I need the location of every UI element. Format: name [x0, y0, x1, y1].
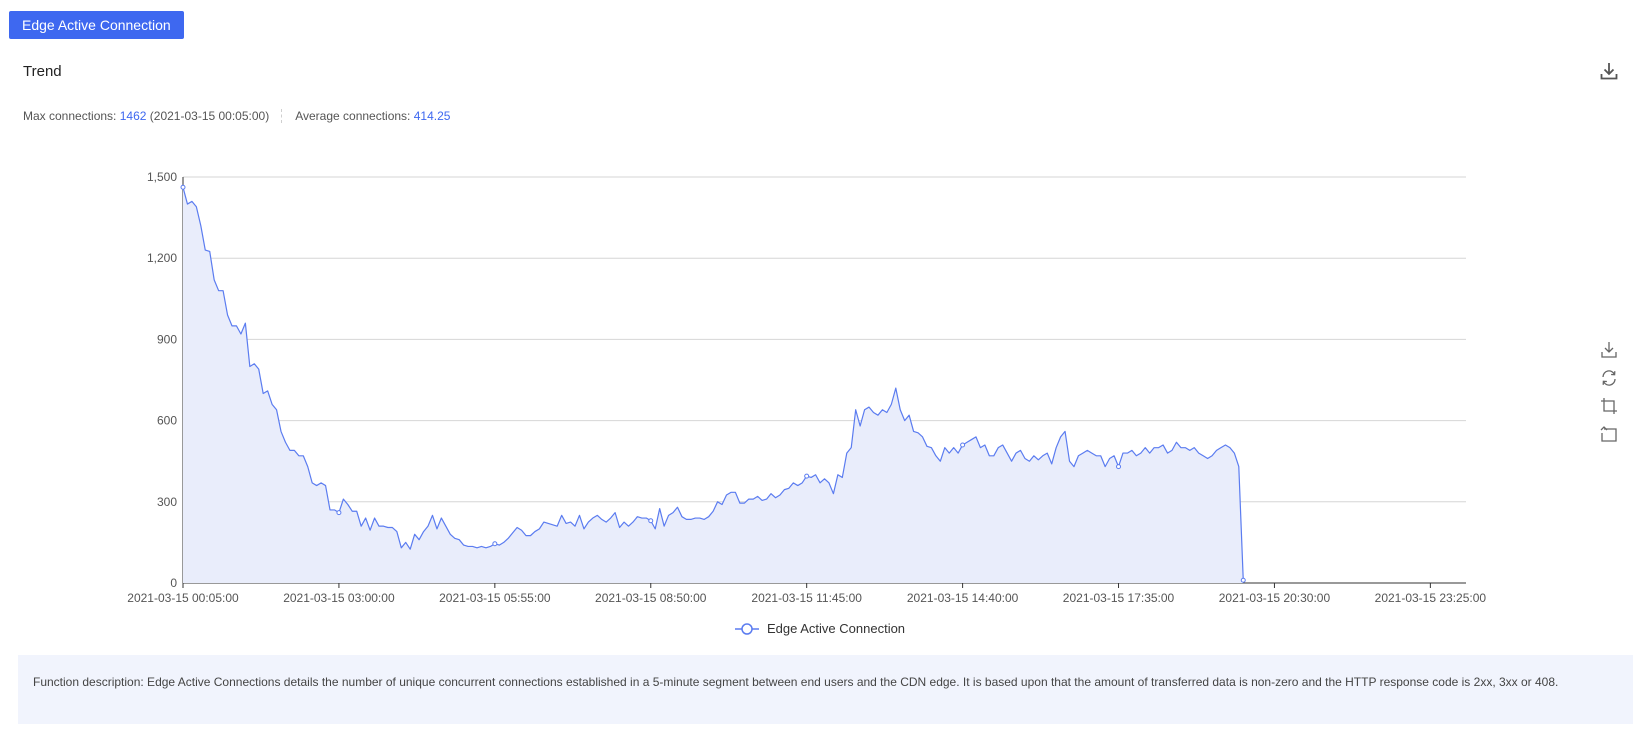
y-tick-label: 600 — [157, 414, 177, 428]
x-tick-label: 2021-03-15 00:05:00 — [127, 591, 239, 605]
x-tick-label: 2021-03-15 03:00:00 — [283, 591, 395, 605]
data-point — [804, 473, 810, 479]
x-tick-label: 2021-03-15 17:35:00 — [1063, 591, 1175, 605]
legend-swatch-marker[interactable] — [741, 623, 753, 635]
y-tick-label: 1,500 — [147, 170, 177, 184]
data-point — [1116, 464, 1122, 470]
x-tick-label: 2021-03-15 11:45:00 — [751, 591, 862, 605]
tab-edge-active-connection[interactable]: Edge Active Connection — [9, 11, 184, 39]
x-tick-label: 2021-03-15 08:50:00 — [595, 591, 707, 605]
download-icon[interactable] — [1599, 61, 1619, 81]
x-tick-label: 2021-03-15 23:25:00 — [1375, 591, 1487, 605]
average-connections-value: 414.25 — [413, 109, 451, 123]
save-image-icon[interactable] — [1600, 341, 1618, 359]
data-point — [492, 541, 498, 547]
max-connections-time: (2021-03-15 00:05:00) — [149, 109, 270, 123]
x-tick-label: 2021-03-15 05:55:00 — [439, 591, 551, 605]
zoom-icon[interactable] — [1600, 397, 1618, 415]
section-title: Trend — [23, 63, 62, 80]
stats-divider — [281, 109, 283, 123]
restore-icon[interactable] — [1600, 369, 1618, 387]
trend-chart: 0 300 600 900 1,200 1,500 2021-03-15 00:05:00 2… — [127, 170, 1487, 636]
chart-toolbox — [1600, 341, 1622, 453]
x-tick-label: 2021-03-15 14:40:00 — [907, 591, 1019, 605]
y-tick-label: 0 — [170, 576, 177, 590]
y-tick-label: 300 — [157, 495, 177, 509]
series-area — [183, 187, 1244, 584]
y-tick-label: 1,200 — [147, 251, 177, 265]
max-connections-label: Max connections: — [23, 109, 117, 123]
data-point — [336, 510, 342, 516]
function-description: Function description: Edge Active Connec… — [18, 655, 1633, 724]
max-connections-value: 1462 — [119, 109, 147, 123]
data-point — [648, 518, 654, 524]
x-tick-label: 2021-03-15 20:30:00 — [1219, 591, 1331, 605]
data-point — [960, 442, 966, 448]
data-point — [180, 184, 186, 190]
legend-label[interactable]: Edge Active Connection — [767, 621, 905, 636]
series-line — [182, 187, 1244, 581]
y-tick-label: 900 — [157, 332, 177, 346]
stats-bar: Max connections: 1462 (2021-03-15 00:05:… — [23, 109, 450, 123]
zoom-reset-icon[interactable] — [1600, 425, 1618, 443]
data-point — [1240, 577, 1246, 583]
average-connections-label: Average connections: — [295, 109, 411, 123]
